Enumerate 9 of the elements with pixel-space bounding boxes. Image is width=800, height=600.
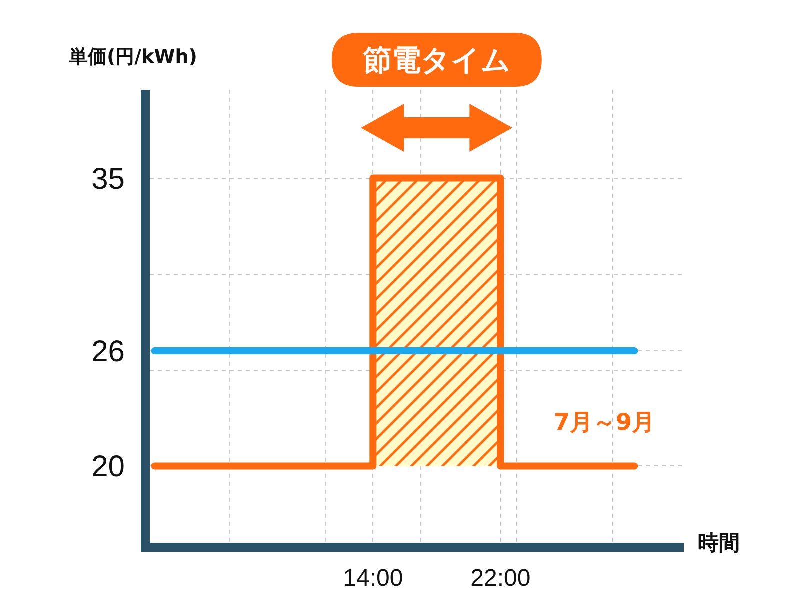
- x-tick-label: 14:00: [343, 564, 404, 592]
- y-tick-label: 20: [92, 450, 125, 484]
- y-tick-label: 35: [92, 162, 125, 196]
- x-tick-label: 22:00: [470, 564, 531, 592]
- y-tick-label: 26: [92, 336, 125, 369]
- series-label: 7月～9月: [554, 410, 656, 436]
- x-axis-title: 時間: [698, 531, 740, 555]
- text: 節電タイム: [362, 43, 511, 77]
- y-axis-title: 単価(円/kWh): [68, 46, 198, 68]
